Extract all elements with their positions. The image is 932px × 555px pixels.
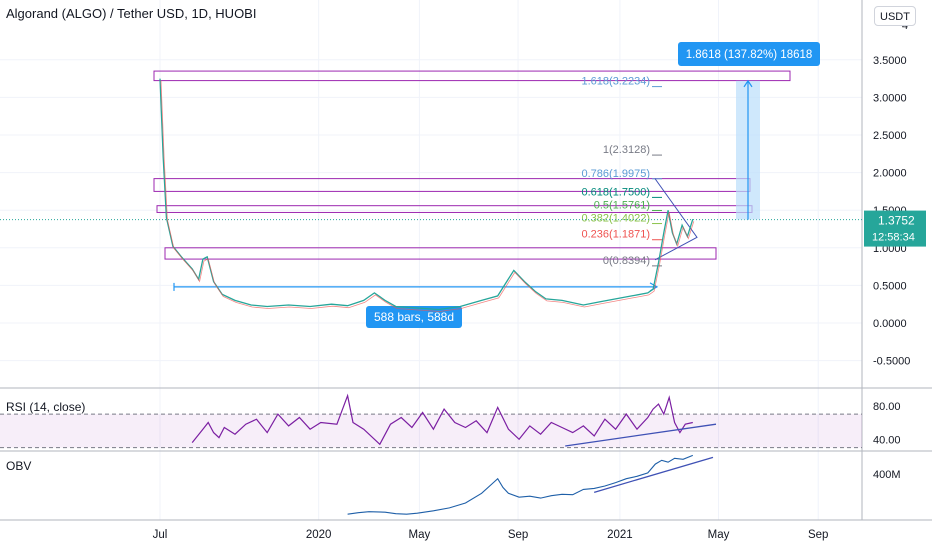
price-tick-label: -0.5000	[873, 356, 910, 368]
chart-title: Algorand (ALGO) / Tether USD, 1D, HUOBI	[6, 6, 257, 21]
fib-level-label: 0.382(1.4022)	[582, 213, 651, 225]
time-axis: Jul 2020 May Sep 2021 May Sep	[153, 529, 829, 541]
rsi-band	[0, 414, 862, 448]
countdown-text: 12:58:34	[872, 232, 915, 244]
time-tick-label: Sep	[508, 529, 528, 541]
price-axis: 3.50003.00002.50002.00001.50001.00000.50…	[864, 20, 926, 481]
time-tick-label: May	[708, 529, 730, 541]
price-series	[159, 78, 694, 311]
measure-arrow-head	[743, 79, 753, 88]
price-tick-label: 0.5000	[873, 280, 907, 292]
obv-tick-label: 400M	[873, 469, 901, 481]
obv-title: OBV	[6, 459, 31, 473]
price-tick-label: 2.5000	[873, 130, 907, 142]
last-price-badge	[864, 210, 926, 247]
fib-level-label: 0.786(1.9975)	[582, 168, 651, 180]
time-tick-label: 2020	[306, 529, 332, 541]
price-tick-label: 3.0000	[873, 92, 907, 104]
measure-label-box	[678, 42, 820, 66]
price-series-shadow	[160, 80, 695, 312]
price-tick-label: 3.5000	[873, 55, 907, 67]
rsi-series	[191, 393, 693, 446]
panes: RSI (14, close) OBV	[0, 0, 932, 521]
time-tick-label: 2021	[607, 529, 633, 541]
range-label-text: 588 bars, 588d	[374, 310, 454, 324]
fib-box	[153, 178, 751, 192]
price-tick-label: 2.0000	[873, 168, 907, 180]
rsi-trendline	[565, 423, 717, 447]
fib-level-label: 0.236(1.1871)	[582, 229, 651, 241]
currency-button[interactable]: USDT	[874, 6, 916, 26]
drawings: 1.618(3.2234) 1(2.3128) 0.786(1.9975) 0.618…	[0, 42, 862, 328]
fib-box	[164, 247, 717, 260]
fib-level-label: 0(0.8394)	[603, 255, 650, 267]
time-tick-label: Jul	[153, 529, 168, 541]
obv-trendline	[593, 456, 714, 493]
fib-box	[153, 70, 791, 82]
rsi-tick-label: 80.00	[873, 401, 901, 413]
time-tick-label: May	[409, 529, 431, 541]
last-price-text: 1.3752	[878, 214, 915, 228]
fib-level-label: 1(2.3128)	[603, 144, 650, 156]
fib-level-label: 0.5(1.5761)	[594, 199, 650, 211]
fib-box	[156, 205, 753, 213]
fib-level-label: 0.618(1.7500)	[582, 186, 651, 198]
price-tick-top: 4	[902, 20, 908, 32]
price-tick-label: 0.0000	[873, 318, 907, 330]
rsi-tick-label: 40.00	[873, 434, 901, 446]
measure-label-text: 1.8618 (137.82%) 18618	[686, 49, 813, 61]
triangle-pattern	[654, 178, 698, 261]
rsi-title: RSI (14, close)	[6, 400, 85, 414]
obv-series	[347, 454, 694, 515]
fib-level-label: 1.618(3.2234)	[582, 76, 651, 88]
time-tick-label: Sep	[808, 529, 828, 541]
